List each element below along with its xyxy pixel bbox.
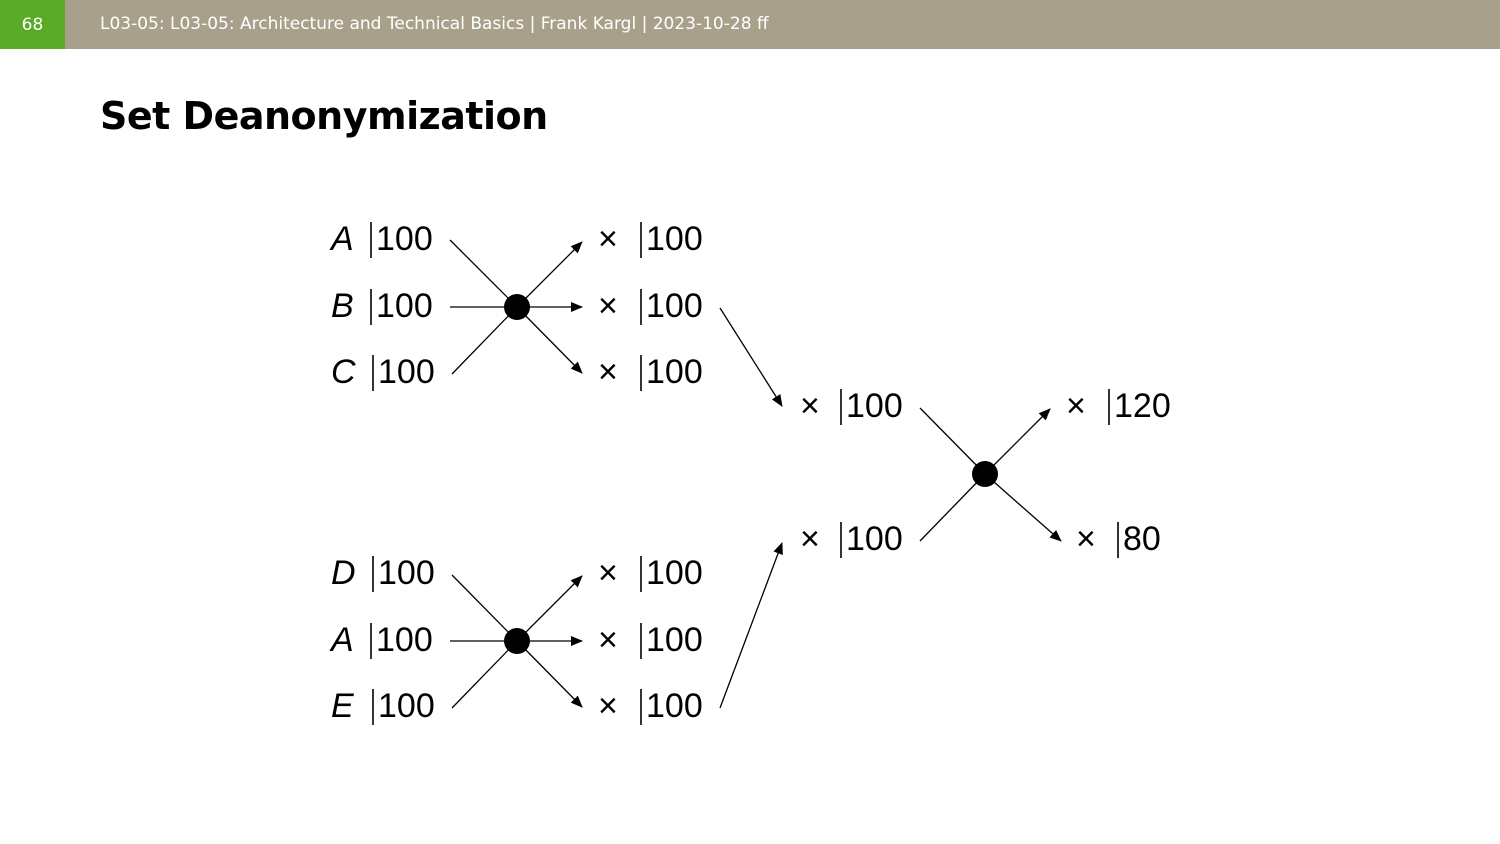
mix3-inputs: × 100 × 100 <box>800 387 903 558</box>
slide-number: 68 <box>0 0 65 49</box>
edge-mix2-out-2 <box>516 640 583 708</box>
link-edges <box>719 307 783 709</box>
label-count: 80 <box>1123 520 1161 558</box>
label-id: × <box>598 687 618 725</box>
label-id: A <box>329 621 354 659</box>
label-id: × <box>800 520 820 558</box>
label-id: × <box>598 554 618 592</box>
label-id: × <box>1066 387 1086 425</box>
edge-mix3-in-1 <box>919 473 986 542</box>
edge-mix2-out-0 <box>516 575 583 642</box>
label-count: 100 <box>646 554 703 592</box>
mix3-edges <box>919 407 1062 542</box>
label-count: 100 <box>646 621 703 659</box>
mix2-inputs: D 100 A 100 E 100 <box>329 554 435 725</box>
label-count: 120 <box>1114 387 1171 425</box>
label-id: × <box>598 353 618 391</box>
label-id: D <box>331 554 356 592</box>
edge-mix1-in-2 <box>451 306 518 375</box>
edge-mix1-in-0 <box>449 239 518 308</box>
edge-link-2 <box>719 542 783 709</box>
label-count: 100 <box>376 287 433 325</box>
label-id: A <box>329 220 354 258</box>
label-id: B <box>331 287 354 325</box>
label-count: 100 <box>646 220 703 258</box>
label-id: C <box>331 353 356 391</box>
edge-mix2-in-0 <box>451 574 518 642</box>
label-count: 100 <box>646 353 703 391</box>
label-count: 100 <box>378 353 435 391</box>
label-count: 100 <box>846 387 903 425</box>
header-bar: 68 L03-05: L03-05: Architecture and Tech… <box>0 0 1500 49</box>
label-count: 100 <box>378 687 435 725</box>
header-text: L03-05: L03-05: Architecture and Technic… <box>100 14 769 34</box>
slide-title: Set Deanonymization <box>100 94 548 138</box>
mix1-inputs: A 100 B 100 C 100 <box>329 220 435 391</box>
label-count: 100 <box>646 687 703 725</box>
label-id: × <box>598 621 618 659</box>
label-id: × <box>800 387 820 425</box>
edge-mix3-in-0 <box>919 407 986 475</box>
label-count: 100 <box>376 220 433 258</box>
label-id: E <box>331 687 354 725</box>
mix-node-1 <box>504 294 530 320</box>
label-count: 100 <box>378 554 435 592</box>
label-count: 100 <box>646 287 703 325</box>
edge-mix3-out-0 <box>984 408 1051 475</box>
edge-mix2-in-2 <box>451 640 518 709</box>
mix1-outputs: × 100 × 100 × 100 <box>598 220 703 391</box>
edge-link-1 <box>719 307 783 407</box>
mix3-outputs: × 120 × 80 <box>1066 387 1171 558</box>
label-count: 100 <box>376 621 433 659</box>
label-id: × <box>1076 520 1096 558</box>
edge-mix1-out-0 <box>516 241 583 308</box>
label-id: × <box>598 220 618 258</box>
edge-mix3-out-1 <box>984 473 1062 542</box>
mix-node-3 <box>972 461 998 487</box>
mix-node-2 <box>504 628 530 654</box>
edge-mix1-out-2 <box>516 306 583 374</box>
label-count: 100 <box>846 520 903 558</box>
mix2-outputs: × 100 × 100 × 100 <box>598 554 703 725</box>
label-id: × <box>598 287 618 325</box>
